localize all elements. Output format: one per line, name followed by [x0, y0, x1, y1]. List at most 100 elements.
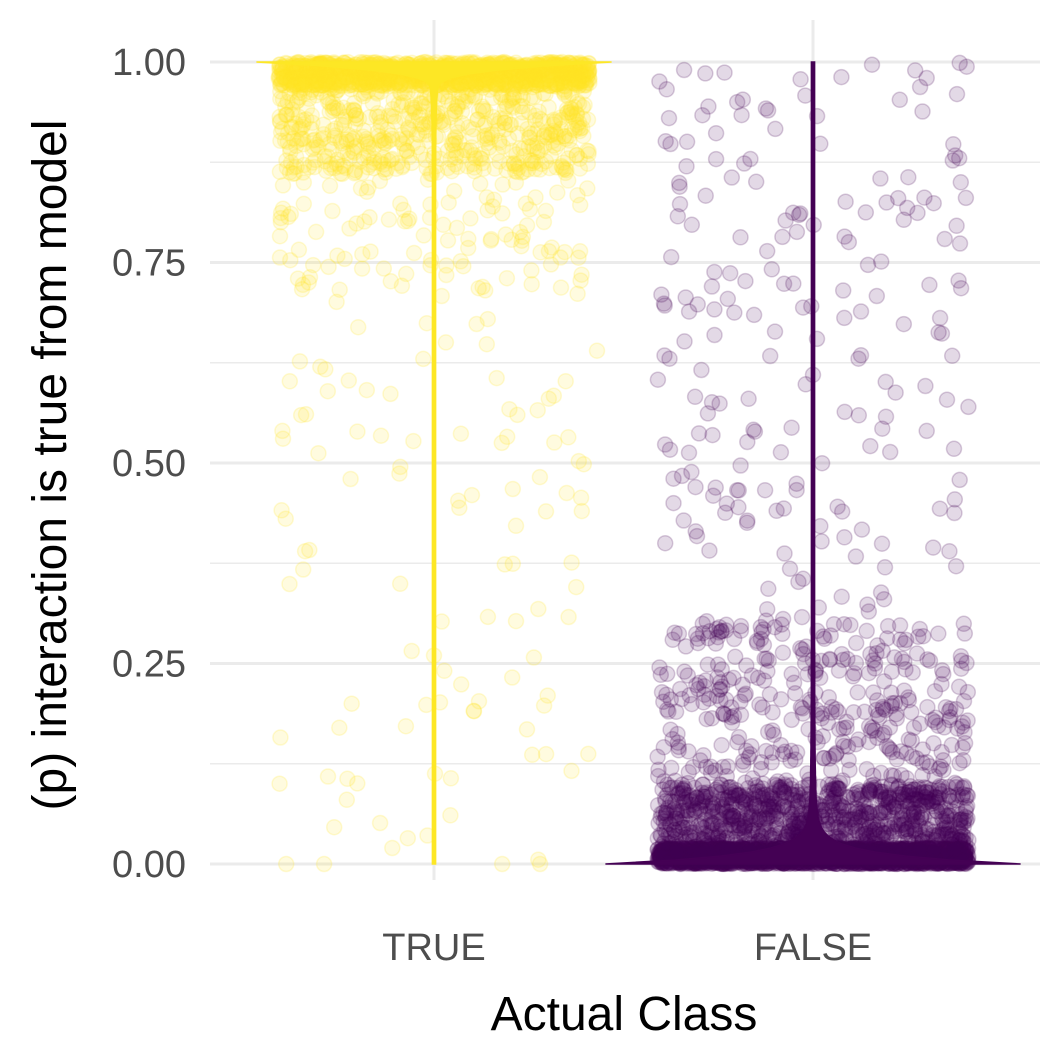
data-point	[354, 75, 371, 93]
data-point	[278, 67, 295, 85]
data-point	[283, 101, 301, 118]
data-point	[295, 73, 312, 91]
data-point	[358, 381, 376, 399]
data-point	[497, 226, 515, 243]
data-point	[316, 147, 333, 165]
data-point	[393, 277, 411, 295]
data-point	[379, 74, 397, 91]
data-point	[525, 69, 542, 86]
data-point	[476, 75, 494, 93]
data-point	[446, 155, 464, 173]
data-point	[543, 67, 561, 84]
data-point	[307, 223, 325, 241]
data-point	[357, 71, 374, 89]
data-point	[588, 342, 606, 359]
data-point	[492, 109, 509, 127]
data-point	[365, 154, 383, 171]
data-point	[546, 434, 563, 451]
data-point	[319, 93, 337, 110]
data-point	[573, 502, 591, 520]
data-point	[758, 242, 776, 260]
data-point	[336, 250, 353, 268]
data-point	[372, 117, 389, 135]
data-point	[541, 159, 558, 177]
data-point	[470, 102, 488, 120]
data-point	[943, 736, 961, 754]
data-point	[405, 432, 422, 450]
data-point	[507, 517, 525, 535]
data-point	[716, 504, 734, 522]
data-point	[377, 135, 394, 152]
data-point	[669, 208, 687, 225]
data-point	[354, 245, 371, 263]
data-point	[556, 86, 573, 103]
data-point	[527, 111, 544, 129]
data-point	[557, 65, 575, 82]
data-point	[518, 721, 536, 738]
data-point	[287, 64, 304, 81]
data-point	[704, 426, 721, 444]
data-point	[349, 70, 366, 88]
data-point	[673, 467, 691, 485]
data-point	[397, 717, 415, 735]
data-point	[375, 136, 392, 154]
data-point	[340, 372, 358, 389]
data-point	[396, 213, 414, 230]
data-point	[448, 219, 466, 237]
data-point	[315, 72, 333, 90]
data-point	[328, 293, 345, 311]
data-point	[493, 855, 511, 873]
data-point	[539, 687, 556, 704]
data-point	[527, 71, 545, 88]
data-point	[709, 656, 727, 673]
data-point	[514, 228, 532, 246]
data-point	[293, 74, 310, 92]
data-point	[301, 71, 318, 89]
data-point	[328, 155, 345, 172]
data-point	[304, 74, 322, 91]
data-point	[304, 154, 322, 171]
data-point	[292, 81, 309, 99]
data-point	[656, 347, 673, 364]
data-point	[372, 427, 390, 444]
data-point	[678, 158, 695, 175]
data-point	[394, 157, 411, 175]
data-point	[297, 76, 315, 93]
data-point	[797, 87, 814, 104]
data-point	[523, 746, 541, 764]
data-point	[574, 67, 591, 84]
data-point	[283, 118, 300, 136]
data-point	[721, 264, 739, 282]
data-point	[926, 682, 944, 700]
data-point	[403, 642, 420, 660]
data-point	[465, 702, 482, 720]
data-point	[713, 736, 730, 754]
data-point	[453, 76, 471, 93]
data-point	[524, 137, 541, 154]
data-point	[498, 161, 515, 179]
data-point	[511, 74, 528, 91]
data-point	[462, 210, 479, 227]
data-point	[331, 158, 349, 175]
data-point	[537, 503, 555, 520]
data-point	[680, 444, 698, 461]
data-point	[509, 155, 527, 173]
data-point	[344, 143, 362, 160]
data-point	[442, 151, 459, 168]
data-point	[271, 227, 289, 245]
data-point	[568, 146, 586, 164]
data-point	[924, 539, 942, 556]
data-point	[572, 272, 589, 289]
data-point	[436, 662, 453, 680]
data-point	[371, 814, 389, 832]
data-point	[575, 72, 592, 89]
data-point	[774, 644, 792, 661]
data-point	[788, 223, 806, 241]
data-point	[783, 419, 800, 436]
data-point	[401, 121, 418, 139]
data-point	[408, 82, 425, 100]
data-point	[289, 70, 306, 87]
data-point	[378, 160, 396, 178]
data-point	[482, 230, 500, 248]
data-point	[369, 123, 387, 141]
